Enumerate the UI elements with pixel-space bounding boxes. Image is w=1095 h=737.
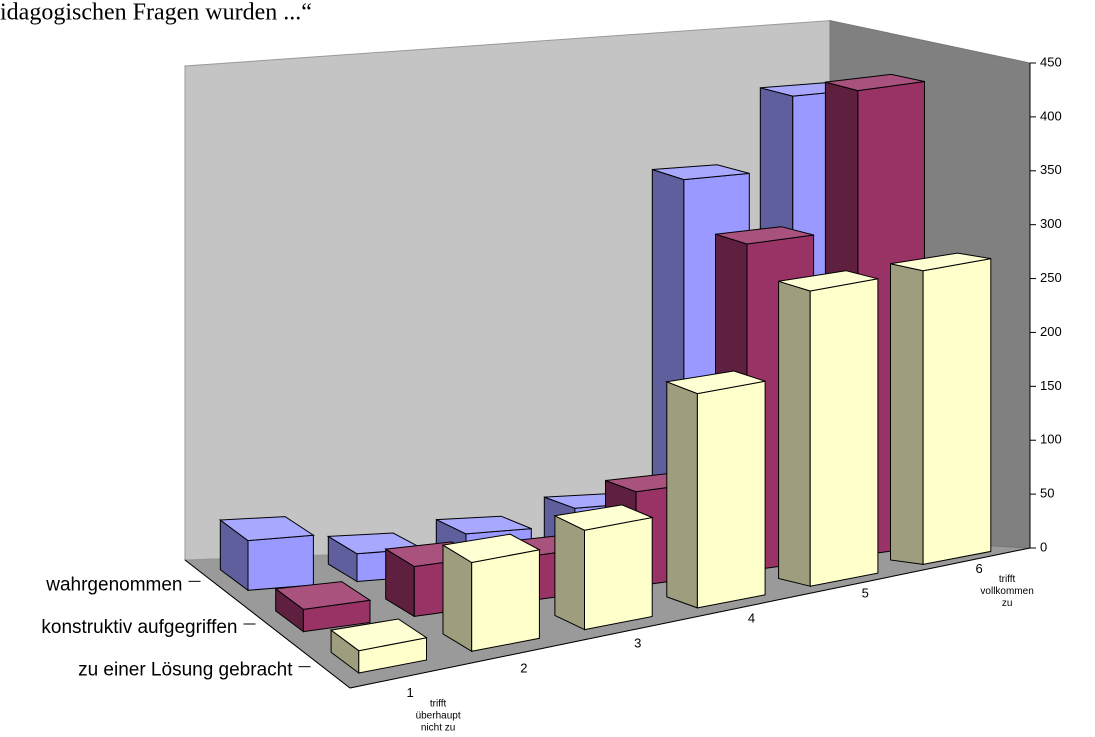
bar-top (329, 618, 428, 652)
x-tick-label: 3 (634, 635, 641, 650)
bar-front (471, 549, 540, 652)
x-tick-label: 6 (975, 561, 982, 576)
y-tick-label: 250 (1040, 270, 1062, 285)
bar (553, 504, 654, 631)
annotation: nicht zu (421, 722, 455, 733)
chart-title: idagogischen Fragen wurden ...“ (0, 0, 312, 26)
bar-front (809, 278, 879, 587)
y-tick-label: 200 (1040, 324, 1062, 339)
legend-label: konstruktiv aufgegriffen (41, 617, 237, 638)
y-tick-label: 450 (1040, 54, 1062, 69)
bar (664, 370, 766, 609)
annotation: trifft (430, 698, 447, 709)
bar-front (247, 534, 314, 591)
bar (778, 270, 879, 587)
bar-top (825, 73, 925, 92)
y-tick-label: 350 (1040, 162, 1062, 177)
bar-front (922, 258, 992, 566)
bar-top (436, 515, 532, 535)
bar (441, 533, 541, 653)
x-axis (349, 547, 1031, 689)
bar-top (664, 370, 766, 395)
bar-top (274, 581, 372, 610)
bar-top (441, 533, 541, 564)
bar-top (890, 252, 991, 272)
annotation: trifft (999, 574, 1016, 585)
depth-axis (184, 559, 351, 689)
bar-top (553, 504, 654, 531)
bar-side (554, 515, 585, 631)
bar-side (442, 544, 473, 653)
bar-top (715, 226, 814, 245)
x-tick-label: 4 (748, 611, 755, 626)
annotation: vollkommen (980, 586, 1033, 597)
legend-label: zu einer Lösung gebracht (78, 660, 293, 681)
bar (274, 581, 372, 633)
y-tick-label: 50 (1040, 486, 1054, 501)
legend-label: wahrgenommen (45, 574, 182, 595)
bar (218, 516, 315, 592)
bar-top (218, 516, 315, 542)
bar-side (778, 280, 811, 587)
y-tick-label: 0 (1040, 539, 1047, 554)
bar (890, 252, 992, 566)
y-tick-label: 100 (1040, 432, 1062, 447)
bar-side (890, 263, 924, 565)
bar (329, 618, 428, 674)
annotation: überhaupt (416, 710, 461, 721)
x-tick-label: 1 (406, 685, 413, 700)
bar-side (666, 381, 698, 609)
bar-top (778, 270, 879, 292)
y-tick-label: 150 (1040, 378, 1062, 393)
annotation: zu (1002, 598, 1013, 609)
x-tick-label: 2 (520, 660, 527, 675)
y-tick-label: 300 (1040, 216, 1062, 231)
y-tick-label: 400 (1040, 108, 1062, 123)
bar-front (696, 380, 766, 609)
x-tick-label: 5 (862, 586, 869, 601)
bar-top (652, 164, 750, 181)
bar-front (584, 516, 653, 631)
